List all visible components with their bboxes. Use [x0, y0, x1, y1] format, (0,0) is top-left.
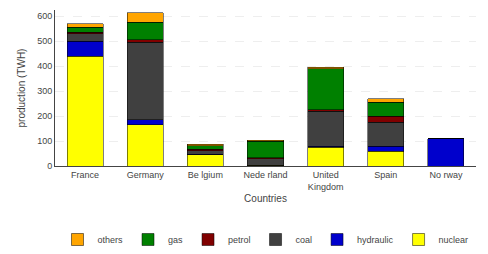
svg-text:petrol: petrol	[228, 235, 251, 245]
svg-text:coal: coal	[296, 235, 313, 245]
svg-text:hydraulic: hydraulic	[357, 235, 394, 245]
svg-text:0: 0	[47, 161, 52, 171]
svg-text:Countries: Countries	[244, 193, 287, 204]
svg-text:Germany: Germany	[127, 170, 165, 180]
svg-text:Spain: Spain	[374, 170, 397, 180]
svg-text:200: 200	[37, 111, 52, 121]
svg-text:100: 100	[37, 136, 52, 146]
svg-text:UnitedKingdom: UnitedKingdom	[308, 170, 344, 192]
svg-text:Nede rland: Nede rland	[243, 170, 287, 180]
svg-text:France: France	[71, 170, 99, 180]
svg-text:No rway: No rway	[429, 170, 463, 180]
svg-text:gas: gas	[168, 235, 183, 245]
svg-text:Be lgium: Be lgium	[188, 170, 223, 180]
svg-text:nuclear: nuclear	[439, 235, 469, 245]
svg-text:500: 500	[37, 36, 52, 46]
svg-text:others: others	[98, 235, 124, 245]
svg-text:300: 300	[37, 86, 52, 96]
svg-text:400: 400	[37, 61, 52, 71]
svg-text:production (TWH): production (TWH)	[16, 49, 27, 128]
svg-text:600: 600	[37, 11, 52, 21]
